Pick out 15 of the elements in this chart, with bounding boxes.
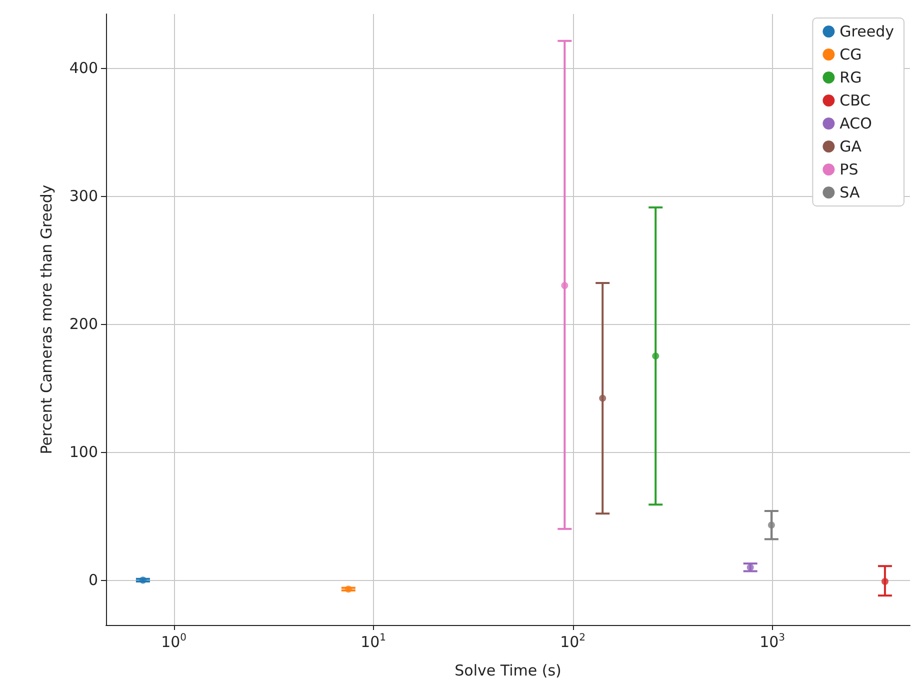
legend-label: SA [840, 184, 860, 202]
y-tick-label: 200 [69, 314, 98, 333]
y-axis-title: Percent Cameras more than Greedy [38, 184, 56, 454]
legend-label: GA [840, 138, 862, 156]
legend-label: PS [840, 160, 858, 178]
y-tick-label: 0 [88, 571, 98, 590]
y-tick-label: 100 [69, 443, 98, 462]
legend-label: Greedy [840, 22, 894, 40]
legend-label: ACO [840, 114, 872, 132]
legend-label: CBC [840, 92, 871, 110]
legend-label: RG [840, 68, 862, 86]
y-tick-label: 300 [69, 186, 98, 205]
legend-label: CG [840, 46, 862, 64]
x-axis-title: Solve Time (s) [454, 662, 562, 680]
y-tick-label: 400 [69, 58, 98, 77]
